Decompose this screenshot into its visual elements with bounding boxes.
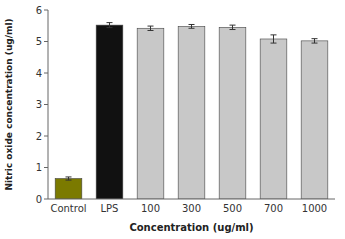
y-tick-label: 5: [36, 36, 42, 47]
chart-svg: 0 1 2 3 4 5 6 Control LPS 100 300 500 700 1000 Concent…: [0, 0, 345, 239]
error-bar: [148, 26, 154, 30]
bar: [260, 39, 287, 199]
bar: [219, 27, 246, 199]
x-axis-line: [48, 199, 335, 200]
bar: [55, 179, 82, 199]
y-tick-label: 4: [36, 68, 42, 79]
bar: [96, 25, 123, 199]
y-tick: [44, 136, 48, 137]
y-tick: [44, 73, 48, 74]
y-axis-label: Nitric oxide concentration (ug/ml): [4, 18, 14, 190]
error-bar: [66, 177, 72, 180]
x-tick-label: 100: [141, 203, 160, 214]
y-tick-label: 6: [36, 5, 42, 16]
x-tick-label: Control: [50, 203, 86, 214]
error-bar: [230, 25, 236, 29]
bar: [137, 28, 164, 199]
y-tick-label: 1: [36, 162, 42, 173]
chart-container: 0 1 2 3 4 5 6 Control LPS 100 300 500 700 1000 Concent…: [0, 0, 345, 239]
bar: [178, 26, 205, 199]
x-tick-label: 500: [223, 203, 242, 214]
x-tick-label: LPS: [101, 203, 119, 214]
y-axis-line: [48, 10, 49, 199]
error-bar: [271, 35, 277, 43]
y-tick-label: 0: [36, 194, 42, 205]
y-tick: [44, 104, 48, 105]
x-tick-label: 1000: [302, 203, 327, 214]
error-bar: [107, 23, 113, 28]
y-tick-label: 3: [36, 99, 42, 110]
plot-area: [55, 23, 328, 199]
y-tick: [44, 199, 48, 200]
y-tick: [44, 167, 48, 168]
x-tick-label: 700: [264, 203, 283, 214]
y-tick-label: 2: [36, 131, 42, 142]
x-tick-label: 300: [182, 203, 201, 214]
y-tick: [44, 41, 48, 42]
error-bar: [189, 24, 195, 28]
error-bar: [312, 39, 318, 43]
x-axis-label: Concentration (ug/ml): [129, 222, 253, 233]
bar: [301, 41, 328, 199]
y-tick: [44, 10, 48, 11]
